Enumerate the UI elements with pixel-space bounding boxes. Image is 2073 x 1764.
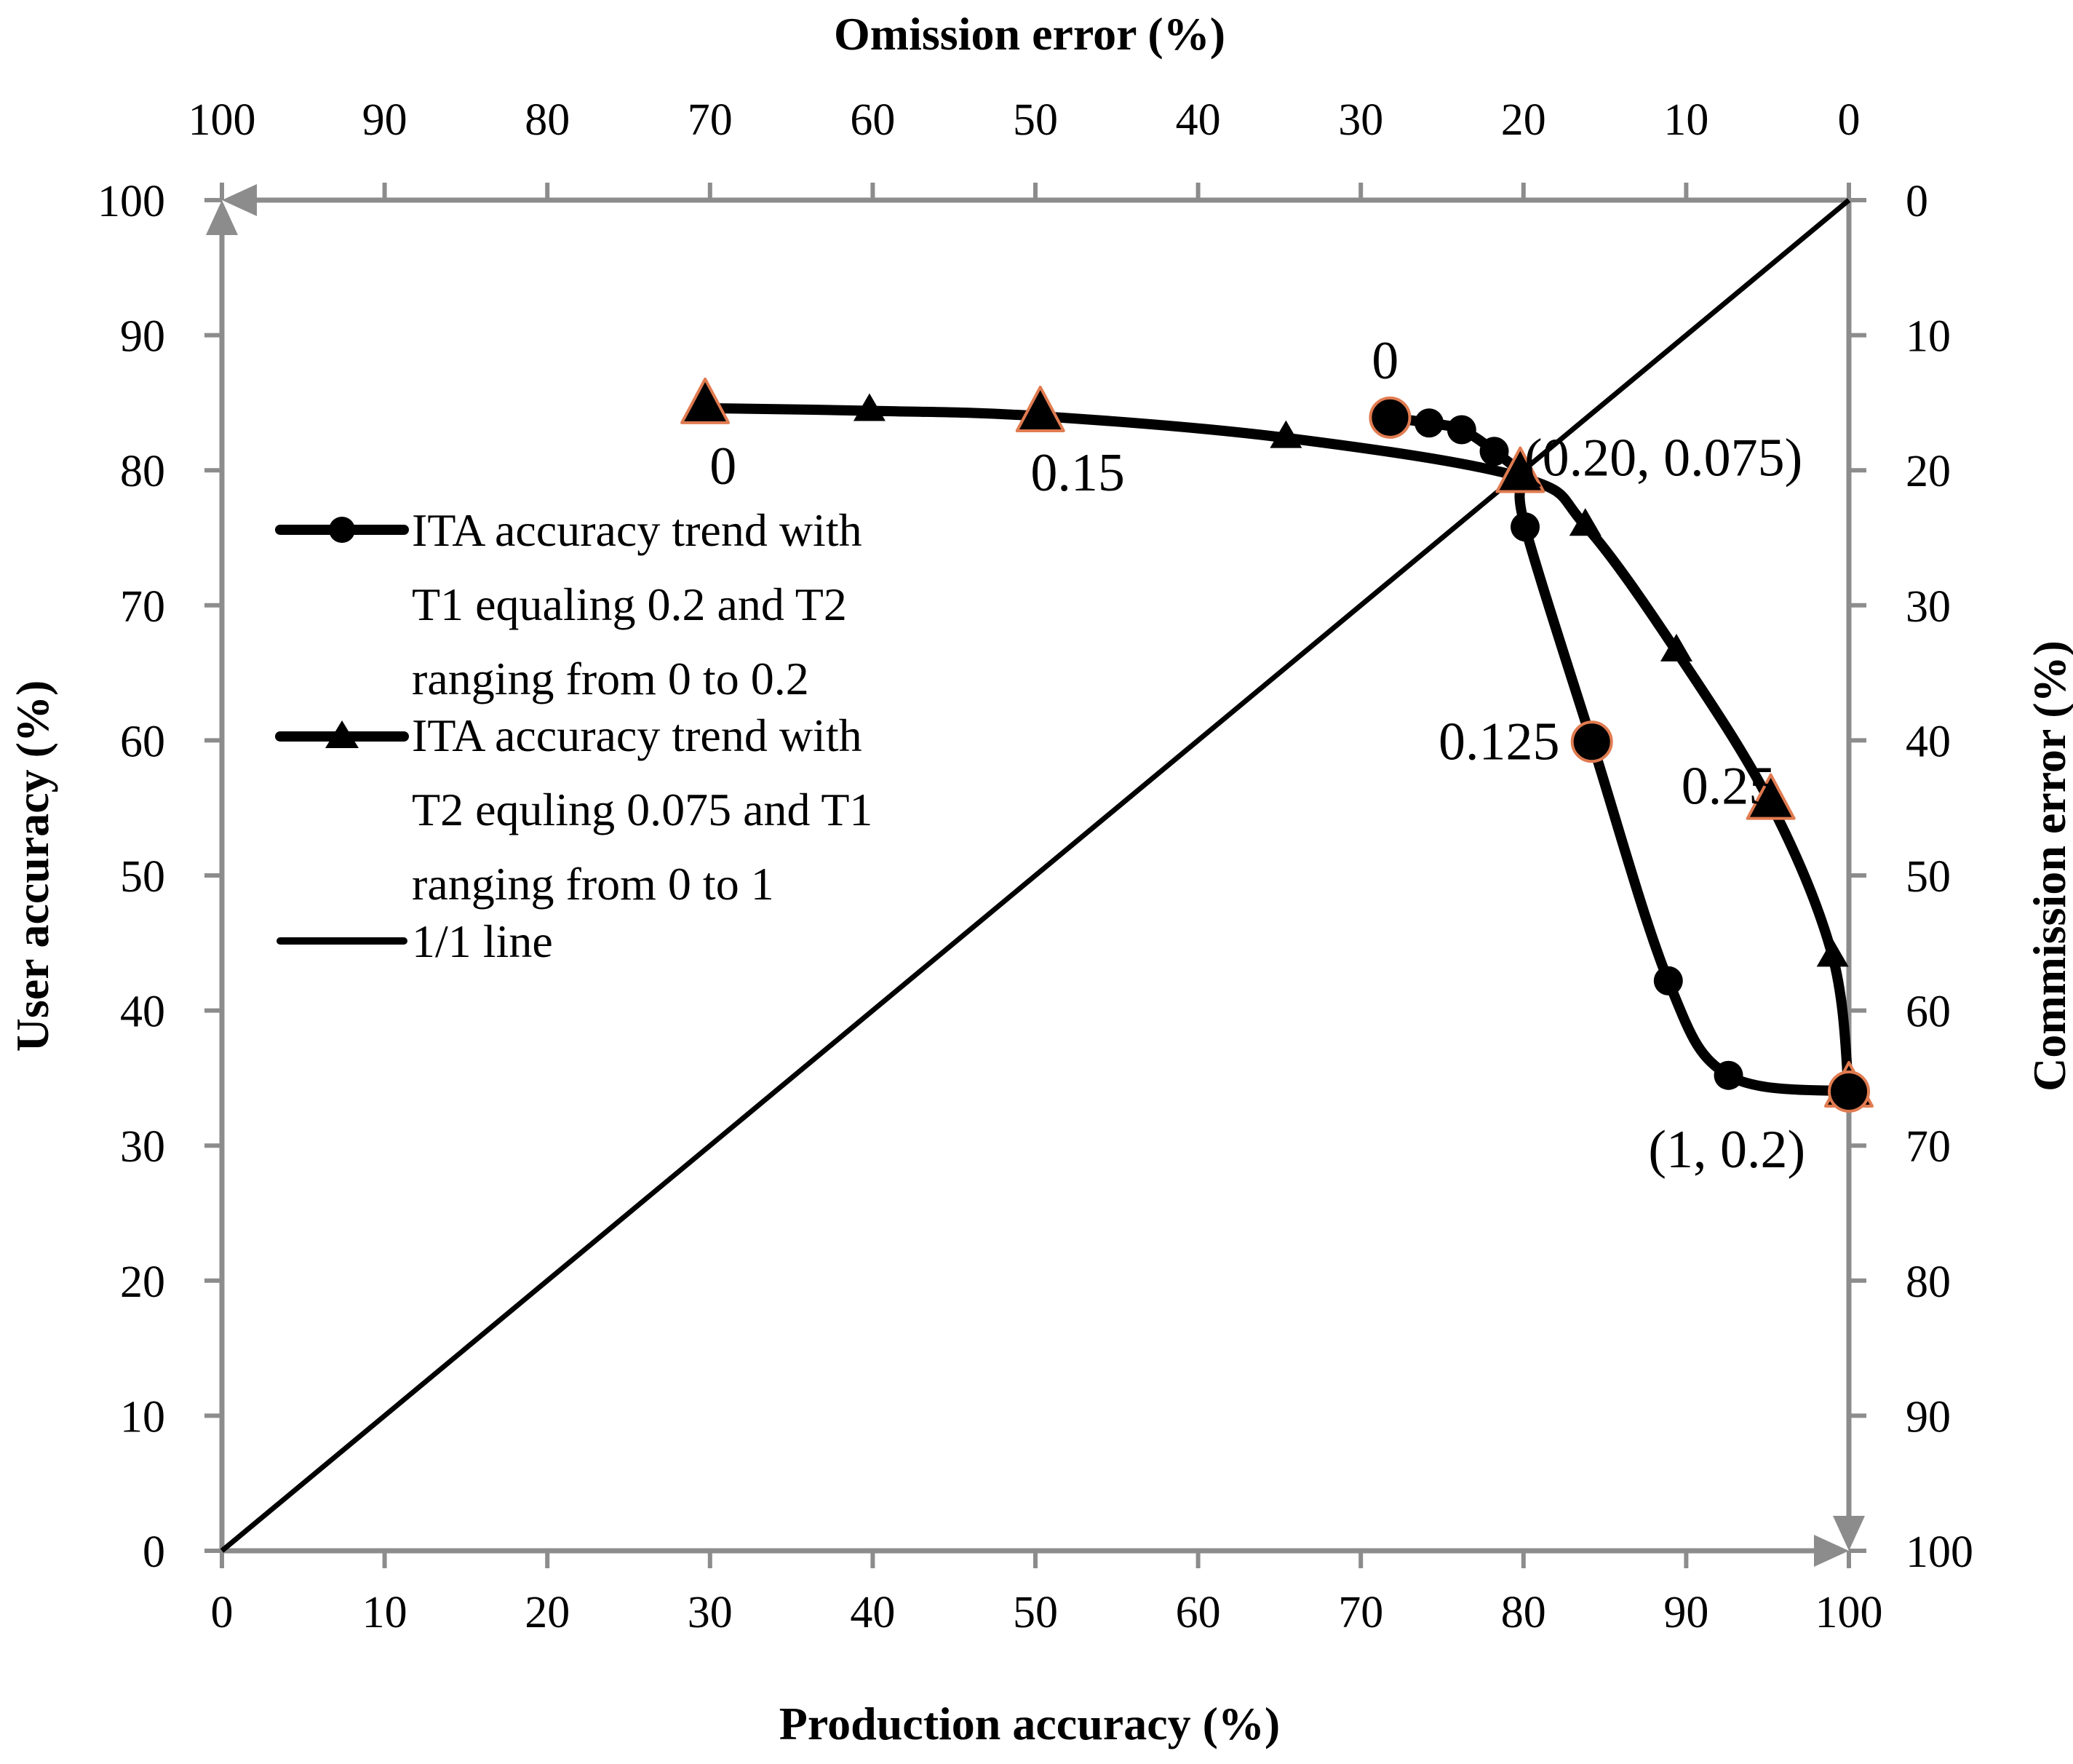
x-tick-label: 20 [525,1588,570,1637]
y2-tick-label: 30 [1906,582,1951,632]
y-tick-label: 20 [120,1258,165,1307]
x-axis-arrow [1814,1535,1849,1567]
series-triangle-point [1660,633,1692,662]
series-triangle-point [1270,420,1302,448]
y2-tick-label: 90 [1906,1392,1951,1442]
y-tick-label: 90 [120,312,165,362]
highlight-circle-marker [1828,1070,1870,1113]
highlight-triangle-marker [680,377,731,424]
y-tick-label: 10 [120,1392,165,1442]
series-1to1-line [220,198,1851,1553]
y-axis-title: User accuracy (%) [7,680,58,1052]
y2-tick-label: 50 [1906,852,1951,902]
series-circle-point [1447,415,1476,445]
series-circle-point [1653,966,1683,996]
y-tick-label: 30 [120,1122,165,1172]
x-tick-label: 40 [850,1588,895,1637]
highlight-circle-marker [1570,720,1613,763]
annotation-layer: 0 0.15 0 (0.20, 0.075) 0.125 0.25 (1, 0.2) [709,331,1805,1180]
x2-tick-label: 70 [688,95,733,145]
series-circle-point [1479,437,1509,466]
legend-entry-1: ITA accuracy trend with T1 equaling 0.2 … [412,504,874,704]
legend-entry-3: 1/1 line [412,915,553,967]
y-tick-label: 50 [120,852,165,902]
x-tick-label: 0 [211,1588,234,1637]
x-tick-label: 100 [1815,1588,1883,1637]
legend-marker-1 [329,517,355,543]
series-layer [220,198,1874,1553]
y-tick-label: 70 [120,582,165,632]
series-triangle-point [1569,508,1601,536]
series-triangle-point [1816,939,1849,967]
x2-tick-label: 20 [1501,95,1546,145]
series-triangle-point [853,393,886,421]
point-annotation: 0 [709,437,736,496]
x-axis-title: Production accuracy (%) [779,1698,1280,1749]
y-tick-label: 80 [120,447,165,496]
legend: ITA accuracy trend with T1 equaling 0.2 … [275,504,884,967]
series-circle-point [1714,1060,1743,1090]
x2-axis-arrow [222,184,257,216]
y2-tick-label: 70 [1906,1122,1951,1172]
legend-marker-2 [325,720,359,748]
point-annotation: 0.25 [1682,757,1776,817]
y-tick-label: 0 [143,1527,165,1577]
highlight-triangle-marker [1746,773,1796,820]
axis-titles: Production accuracy (%) Omission error (… [7,8,2073,1749]
point-annotation: 0 [1372,331,1398,391]
x2-tick-label: 100 [188,95,256,145]
point-annotation: 0.15 [1030,443,1125,503]
y-axis-arrow [206,200,238,235]
x-tick-label: 80 [1501,1588,1546,1637]
y2-axis-arrow [1833,1516,1865,1551]
y2-tick-label: 20 [1906,447,1951,496]
y2-tick-label: 100 [1906,1527,1973,1577]
x2-tick-label: 30 [1338,95,1383,145]
x2-tick-label: 60 [850,95,895,145]
x2-tick-label: 40 [1176,95,1221,145]
x-tick-label: 90 [1663,1588,1708,1637]
y2-tick-label: 60 [1906,988,1951,1037]
x2-axis-title: Omission error (%) [834,8,1225,60]
highlight-triangle-marker [1015,385,1065,432]
legend-entry-2-line-1: ITA accuracy trend with [412,710,862,761]
y2-tick-label: 0 [1906,177,1928,226]
y2-axis-title: Commission error (%) [2024,640,2073,1092]
y-tick-label: 40 [120,988,165,1037]
y2-tick-label: 10 [1906,312,1951,362]
x2-tick-label: 0 [1838,95,1861,145]
y-tick-label: 100 [98,177,165,226]
x-tick-label: 60 [1176,1588,1221,1637]
x-tick-label: 50 [1013,1588,1058,1637]
x2-tick-label: 50 [1013,95,1058,145]
point-annotation: (0.20, 0.075) [1524,429,1802,488]
legend-entry-2-line-3: ranging from 0 to 1 [412,858,774,910]
y2-tick-label: 40 [1906,717,1951,766]
point-annotation: (1, 0.2) [1648,1120,1805,1180]
series-circle-point [1415,408,1444,438]
x2-tick-label: 10 [1663,95,1708,145]
legend-entry-2-line-2: T2 equling 0.075 and T1 [412,784,872,835]
legend-entry-2: ITA accuracy trend with T2 equling 0.075… [412,710,884,910]
highlight-triangle-marker [1495,446,1545,493]
x-tick-label: 70 [1338,1588,1383,1637]
point-annotation: 0.125 [1439,712,1560,771]
legend-entry-1-line-1: ITA accuracy trend with [412,504,862,556]
x-tick-label: 30 [688,1588,733,1637]
x2-tick-label: 80 [525,95,570,145]
highlight-circle-marker [1369,396,1412,439]
axes: 0 10 20 30 40 50 60 70 80 90 100010203040506070809… [98,95,1973,1637]
series-circle-point [1511,512,1540,542]
x2-tick-label: 90 [362,95,407,145]
legend-entry-1-line-3: ranging from 0 to 0.2 [412,653,809,704]
y2-tick-label: 80 [1906,1258,1951,1307]
x-tick-label: 10 [362,1588,407,1637]
legend-entry-1-line-2: T1 equaling 0.2 and T2 [412,579,847,630]
y-tick-label: 60 [120,717,165,766]
